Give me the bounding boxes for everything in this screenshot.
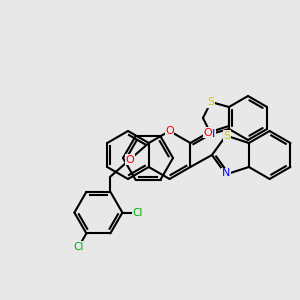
Text: S: S bbox=[207, 97, 214, 107]
Text: O: O bbox=[165, 126, 174, 136]
Text: O: O bbox=[125, 155, 134, 165]
Text: N: N bbox=[222, 168, 230, 178]
Text: O: O bbox=[204, 128, 212, 138]
Text: N: N bbox=[207, 129, 215, 139]
Text: S: S bbox=[224, 130, 231, 141]
Text: Cl: Cl bbox=[133, 208, 143, 218]
Text: Cl: Cl bbox=[74, 242, 84, 252]
